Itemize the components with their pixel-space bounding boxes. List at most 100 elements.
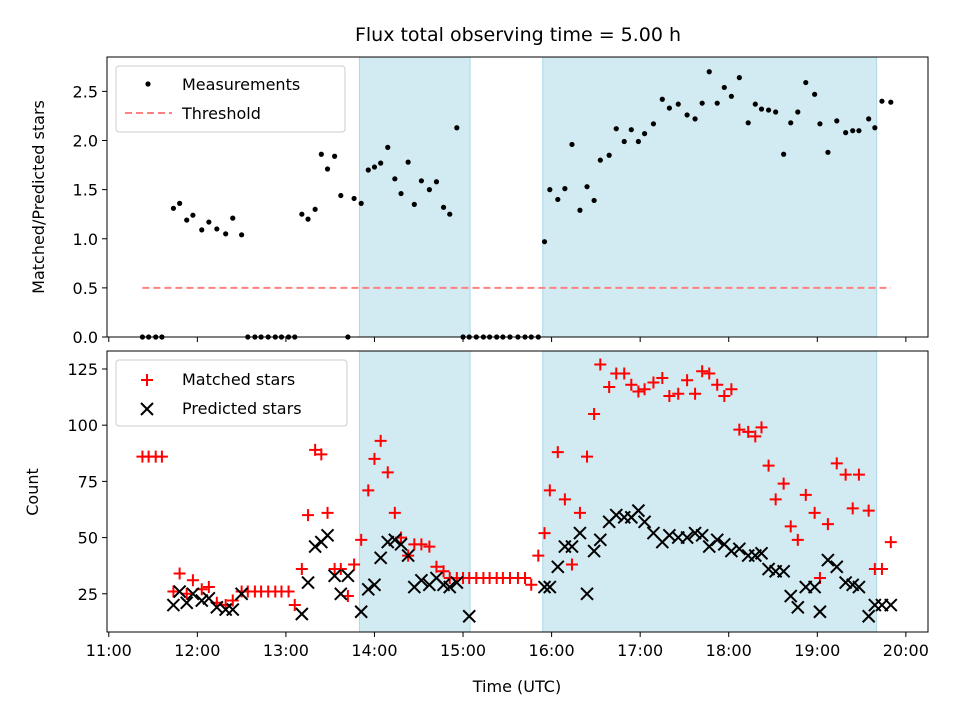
matched-star-point	[711, 378, 724, 391]
predicted-star-point	[361, 582, 375, 596]
measurement-point	[223, 231, 229, 237]
measurement-point	[721, 84, 727, 91]
measurement-point	[692, 116, 698, 122]
predicted-star-point	[724, 544, 739, 558]
top-shaded-intervals	[358, 56, 878, 338]
matched-star-point	[725, 383, 738, 396]
measurement-point	[577, 207, 583, 213]
matched-stars-points	[136, 358, 897, 612]
measurement-point	[591, 197, 597, 204]
matched-star-point	[769, 493, 782, 506]
predicted-star-point	[776, 564, 791, 579]
measurement-point	[752, 101, 758, 107]
matched-star-point	[348, 558, 361, 571]
x-tick-label: 19:00	[794, 641, 840, 660]
predicted-star-point	[295, 607, 309, 621]
predicted-star-point	[680, 530, 694, 545]
matched-star-point	[309, 443, 322, 456]
matched-star-point	[808, 506, 821, 519]
measurement-point	[706, 69, 712, 75]
matched-star-point	[821, 518, 834, 531]
matched-star-point	[718, 389, 731, 402]
measurement-point	[378, 160, 384, 166]
measurement-point	[569, 141, 575, 148]
predicted-star-point	[462, 609, 476, 623]
measurement-point	[675, 101, 681, 107]
measurement-point	[358, 200, 364, 206]
measurement-point	[781, 151, 787, 157]
x-axis-label: Time (UTC)	[472, 677, 561, 696]
matched-star-point	[334, 563, 347, 576]
bottom-x-ticks: 11:00 12:00 13:00 14:00 15:00 16:00 17:00 18:00…	[86, 632, 929, 660]
x-tick-label: 18:00	[706, 641, 752, 660]
matched-star-point	[875, 563, 888, 576]
matched-star-point	[830, 457, 843, 470]
predicted-star-point	[334, 587, 348, 601]
measurement-point	[856, 128, 862, 134]
predicted-star-point	[732, 542, 747, 556]
measurement-point	[843, 130, 849, 136]
measurement-point	[199, 227, 205, 233]
predicted-star-point	[631, 503, 646, 518]
matched-star-point	[852, 468, 865, 481]
matched-star-point	[437, 565, 450, 578]
legend-marker-matched	[141, 374, 153, 386]
matched-star-point	[302, 509, 315, 522]
matched-star-point	[288, 599, 301, 612]
matched-star-point	[381, 466, 394, 479]
matched-star-point	[186, 574, 199, 587]
matched-star-point	[532, 549, 545, 562]
predicted-star-point	[373, 551, 388, 565]
measurement-point	[184, 217, 190, 223]
measurement-point	[447, 211, 453, 217]
measurement-point	[338, 192, 344, 199]
matched-star-point	[884, 536, 897, 549]
predicted-star-point	[388, 533, 402, 547]
predicted-star-point	[414, 573, 429, 588]
matched-star-point	[733, 423, 746, 436]
predicted-star-point	[367, 578, 382, 592]
matched-star-point	[321, 506, 334, 519]
measurement-point	[318, 151, 324, 157]
predicted-star-point	[580, 587, 594, 601]
measurement-point	[170, 205, 177, 211]
predicted-star-point	[450, 575, 464, 590]
predicted-star-point	[537, 580, 552, 594]
matched-star-point	[681, 374, 694, 387]
x-tick-label: 20:00	[883, 641, 929, 660]
predicted-star-point	[234, 587, 249, 601]
matched-star-point	[588, 407, 601, 420]
top-y-tick-label: 0.5	[73, 279, 98, 298]
measurement-point	[324, 166, 331, 172]
matched-star-point	[632, 385, 645, 398]
matched-star-point	[784, 520, 797, 533]
predicted-star-point	[884, 598, 898, 612]
predicted-star-point	[401, 548, 415, 563]
x-tick-label: 13:00	[263, 641, 309, 660]
matched-star-point	[538, 527, 551, 540]
matched-star-point	[696, 365, 709, 378]
matched-star-point	[594, 358, 607, 371]
x-tick-label: 12:00	[174, 641, 220, 660]
bottom-y-tick-label: 25	[78, 585, 98, 604]
predicted-star-point	[341, 569, 355, 583]
bottom-y-axis-label: Count	[23, 468, 42, 516]
matched-star-point	[846, 502, 859, 515]
measurement-point	[597, 157, 603, 163]
bottom-shaded-intervals	[358, 350, 878, 633]
measurement-point	[440, 204, 447, 210]
matched-star-point	[226, 594, 239, 607]
measurement-point	[825, 149, 831, 155]
measurement-point	[788, 120, 794, 126]
measurement-point	[411, 201, 417, 207]
matched-star-point	[415, 538, 428, 551]
measurement-point	[584, 184, 590, 190]
top-y-tick-label: 2.0	[73, 132, 98, 151]
measurement-point	[392, 176, 398, 182]
measurement-point	[850, 128, 856, 134]
measurement-point	[879, 98, 885, 104]
measurement-point	[405, 159, 411, 165]
legend-marker-measurements	[145, 81, 151, 87]
matched-star-point	[519, 572, 532, 585]
matched-star-point	[551, 446, 564, 459]
